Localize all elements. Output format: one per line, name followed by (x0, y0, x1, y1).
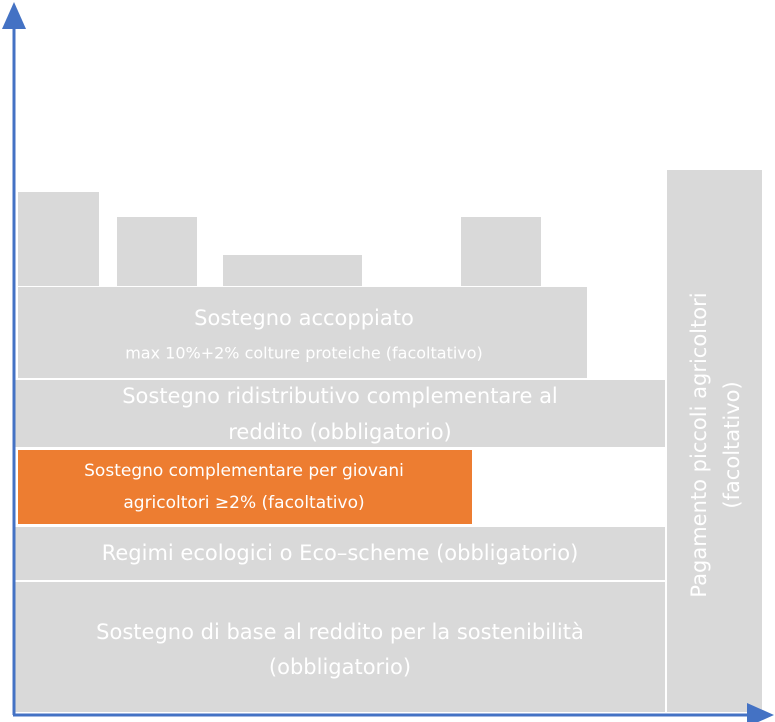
bar (223, 255, 362, 286)
redistributive-block (14, 380, 665, 447)
redistributive-line: Sostegno ridistributivo complementare al (122, 384, 558, 408)
small-farmers-line: Pagamento piccoli agricoltori (687, 292, 711, 597)
blocks (14, 170, 762, 712)
coupled-title: Sostegno accoppiato (194, 306, 414, 330)
redistributive-line: reddito (obbligatorio) (228, 420, 452, 444)
bar (461, 217, 541, 286)
eco-block (14, 527, 665, 580)
base-block (14, 582, 665, 712)
bar (117, 217, 197, 286)
young-block (18, 450, 472, 524)
small-farmers-block (667, 170, 762, 712)
bar (18, 192, 99, 286)
small-farmers-line: (facoltativo) (720, 381, 744, 508)
eco-line: Regimi ecologici o Eco–scheme (obbligato… (102, 541, 579, 565)
base-line: Sostegno di base al reddito per la soste… (96, 620, 584, 644)
coupled-subtitle: max 10%+2% colture proteiche (facoltativ… (125, 344, 483, 363)
base-line: (obbligatorio) (269, 655, 411, 679)
young-line: Sostegno complementare per giovani (84, 461, 404, 481)
coupled-block (18, 287, 587, 378)
young-line: agricoltori ≥2% (facoltativo) (123, 493, 364, 513)
